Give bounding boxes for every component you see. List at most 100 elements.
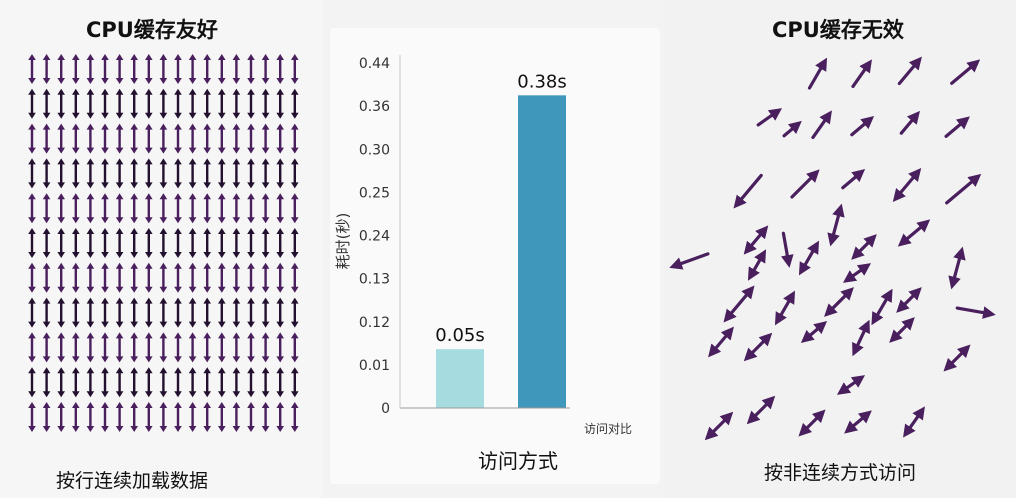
double-arrow-icon (159, 297, 168, 328)
double-arrow-icon (42, 262, 51, 293)
double-arrow-icon (42, 228, 51, 258)
double-arrow-icon (130, 297, 138, 328)
cache-invalid-caption: 按非连续方式访问 (764, 462, 917, 484)
double-arrow-icon (115, 262, 124, 293)
cache-invalid-title: CPU缓存无效 (772, 18, 904, 42)
double-arrow-icon (145, 228, 153, 258)
double-arrow-icon (28, 158, 36, 189)
double-arrow-icon (291, 158, 299, 189)
double-arrow-icon (159, 367, 168, 398)
double-arrow-icon (42, 158, 51, 189)
double-arrow-icon (86, 158, 95, 189)
chart-panel: 0 0.01 0.12 0.13 0.24 0.25 0.30 0.36 0.44 0.05s 0… (330, 28, 660, 484)
double-arrow-icon (42, 297, 51, 328)
double-arrow-icon (57, 367, 65, 398)
double-arrow-icon (218, 123, 226, 154)
double-arrow-icon (824, 287, 854, 317)
double-arrow-icon (57, 228, 65, 258)
double-arrow-icon (844, 410, 872, 434)
double-arrow-icon (101, 262, 109, 293)
double-arrow-icon (261, 123, 270, 154)
double-arrow-icon (232, 54, 241, 84)
arrow-icon (790, 169, 820, 199)
double-arrow-icon (203, 88, 211, 119)
double-arrow-icon (232, 262, 241, 293)
double-arrow-icon (836, 375, 866, 395)
double-arrow-icon (852, 319, 870, 357)
arrow-icon (780, 231, 794, 268)
double-arrow-icon (72, 193, 80, 224)
double-arrow-icon (159, 158, 168, 189)
double-arrow-icon (892, 168, 922, 202)
double-arrow-icon (174, 228, 182, 258)
double-arrow-icon (159, 228, 168, 258)
arrow-icon (841, 168, 866, 190)
double-arrow-icon (232, 193, 241, 224)
double-arrow-icon (101, 54, 109, 84)
double-arrow-icon (72, 88, 80, 119)
double-arrow-icon (115, 54, 124, 84)
double-arrow-icon (72, 123, 80, 154)
double-arrow-icon (72, 158, 80, 189)
double-arrow-icon (130, 193, 138, 224)
double-arrow-icon (145, 332, 153, 363)
double-arrow-icon (889, 317, 915, 343)
arrow-icon (950, 59, 981, 85)
double-arrow-icon (115, 367, 124, 398)
double-arrow-icon (218, 193, 226, 224)
double-arrow-icon (218, 332, 226, 363)
double-arrow-icon (842, 263, 872, 283)
arrow-icon (944, 116, 970, 138)
double-arrow-icon (203, 123, 211, 154)
double-arrow-icon (28, 228, 36, 258)
double-arrow-icon (291, 402, 299, 432)
bar-data-label: 0.05s (435, 325, 484, 346)
double-arrow-icon (232, 367, 241, 398)
bar-chart: 0 0.01 0.12 0.13 0.24 0.25 0.30 0.36 0.44 0.05s 0… (334, 55, 632, 473)
double-arrow-icon (57, 402, 65, 432)
arrow-icon (897, 56, 922, 86)
double-arrow-icon (903, 406, 925, 438)
double-arrow-icon (57, 88, 65, 119)
double-arrow-icon (276, 402, 284, 432)
double-arrow-icon (72, 262, 80, 293)
double-arrow-icon (261, 297, 270, 328)
double-arrow-icon (174, 88, 182, 119)
double-arrow-icon (145, 367, 153, 398)
double-arrow-icon (86, 123, 95, 154)
double-arrow-icon (86, 88, 95, 119)
double-arrow-icon (115, 402, 124, 432)
double-arrow-icon (174, 123, 182, 154)
bar (436, 349, 484, 408)
double-arrow-icon (28, 297, 36, 328)
double-arrow-icon (115, 158, 124, 189)
double-arrow-icon (261, 193, 270, 224)
double-arrow-icon (708, 326, 734, 358)
double-arrow-icon (704, 411, 734, 441)
y-tick-label: 0.25 (359, 185, 390, 201)
y-tick-label: 0.36 (359, 99, 390, 115)
double-arrow-icon (145, 88, 153, 119)
double-arrow-icon (232, 332, 241, 363)
double-arrow-icon (291, 297, 299, 328)
double-arrow-icon (232, 158, 241, 189)
double-arrow-icon (232, 228, 241, 258)
double-arrow-icon (42, 54, 51, 84)
double-arrow-icon (174, 54, 182, 84)
double-arrow-icon (42, 402, 51, 432)
double-arrow-icon (218, 88, 226, 119)
double-arrow-icon (747, 249, 767, 281)
double-arrow-icon (57, 262, 65, 293)
double-arrow-icon (130, 228, 138, 258)
double-arrow-icon (188, 228, 197, 258)
double-arrow-icon (115, 228, 124, 258)
double-arrow-icon (291, 88, 299, 119)
double-arrow-icon (203, 297, 211, 328)
double-arrow-icon (101, 367, 109, 398)
double-arrow-icon (72, 297, 80, 328)
y-tick-label: 0.13 (359, 272, 390, 288)
double-arrow-icon (276, 123, 284, 154)
double-arrow-icon (130, 54, 138, 84)
double-arrow-icon (247, 332, 255, 363)
double-arrow-icon (232, 88, 241, 119)
